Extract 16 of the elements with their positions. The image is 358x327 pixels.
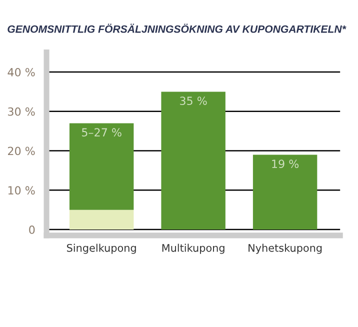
chart-title: GENOMSNITTLIG FÖRSÄLJNINGSÖKNING AV KUPONGARTIKELN* <box>8 24 346 33</box>
bar <box>69 123 134 210</box>
y-tick-label: 10 % <box>8 186 35 195</box>
bar <box>69 210 134 230</box>
data-label: 35 % <box>180 96 207 106</box>
bar <box>161 92 226 230</box>
annotation: 5–27 % <box>82 128 122 137</box>
bar <box>252 154 318 230</box>
data-label: 19 % <box>272 160 299 168</box>
y-tick-label: 40 % <box>8 68 35 76</box>
x-tick-label: Singelkupong <box>67 244 136 254</box>
x-tick-label: Multikupong <box>162 244 224 254</box>
x-tick-label: Nyhetskupong <box>248 244 322 254</box>
y-tick-label: 30 % <box>8 107 35 116</box>
y-tick-label: 0 <box>29 226 35 234</box>
y-tick-label: 20 % <box>8 146 35 156</box>
